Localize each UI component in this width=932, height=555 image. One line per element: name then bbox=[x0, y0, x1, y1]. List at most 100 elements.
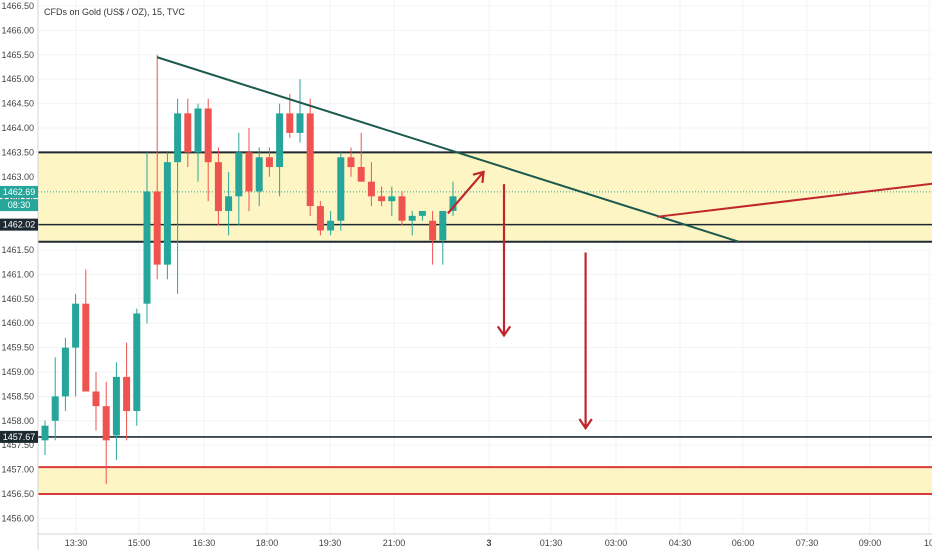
candle bbox=[92, 372, 100, 431]
candle bbox=[398, 191, 406, 226]
candle bbox=[41, 420, 49, 455]
x-tick-label: 15:00 bbox=[128, 538, 151, 548]
candle-body bbox=[184, 113, 192, 153]
x-tick-label: 21:00 bbox=[383, 538, 406, 548]
candle-body bbox=[204, 108, 212, 163]
candle bbox=[225, 171, 233, 236]
candle bbox=[276, 103, 284, 197]
candle bbox=[194, 103, 202, 182]
arrows bbox=[447, 170, 593, 431]
price-badge-bg bbox=[0, 199, 38, 212]
up-arrow bbox=[447, 170, 485, 215]
candle bbox=[133, 308, 141, 426]
candle-body bbox=[153, 191, 161, 265]
candle-body bbox=[378, 196, 386, 202]
candle-body bbox=[143, 191, 151, 304]
candle-body bbox=[316, 206, 324, 231]
candle bbox=[296, 79, 304, 143]
candle-body bbox=[82, 303, 90, 392]
down-arrow-1-head bbox=[496, 325, 512, 338]
candle bbox=[72, 293, 80, 397]
down-arrow-1 bbox=[496, 184, 512, 338]
y-axis-background bbox=[0, 0, 38, 550]
candle-body bbox=[418, 210, 426, 216]
x-tick-label: 06:00 bbox=[732, 538, 755, 548]
candle bbox=[123, 342, 131, 441]
price-badge-label: 1457.67 bbox=[3, 432, 36, 442]
y-tick-label: 1460.00 bbox=[1, 318, 34, 328]
price-badge: 1457.67 bbox=[0, 430, 38, 443]
candle-body bbox=[347, 157, 355, 168]
y-tick-label: 1457.50 bbox=[1, 440, 34, 450]
candle bbox=[378, 186, 386, 207]
candle bbox=[82, 269, 90, 392]
y-tick-label: 1459.00 bbox=[1, 367, 34, 377]
candle bbox=[337, 152, 345, 231]
candle bbox=[204, 98, 212, 202]
price-badge-bg bbox=[0, 218, 38, 231]
x-tick-label: 09:00 bbox=[859, 538, 882, 548]
x-tick-label: 3 bbox=[486, 538, 491, 548]
candle-body bbox=[123, 376, 131, 412]
candle-body bbox=[163, 162, 171, 265]
x-tick-label: 07:30 bbox=[796, 538, 819, 548]
y-tick-label: 1461.50 bbox=[1, 245, 34, 255]
price-badge-bg bbox=[0, 430, 38, 443]
candle-body bbox=[225, 196, 233, 211]
candle-body bbox=[357, 167, 365, 182]
price-badge: 1462.69 bbox=[0, 185, 38, 198]
y-tick-label: 1460.50 bbox=[1, 294, 34, 304]
candle bbox=[357, 132, 365, 182]
candle-body bbox=[398, 196, 406, 221]
candle-body bbox=[255, 157, 263, 192]
candle bbox=[286, 93, 294, 138]
x-tick-label: 03:00 bbox=[605, 538, 628, 548]
candle-body bbox=[194, 108, 202, 153]
candle bbox=[388, 186, 396, 216]
trendlines bbox=[156, 56, 932, 243]
candle-body bbox=[439, 210, 447, 241]
up-arrow-head bbox=[472, 170, 485, 183]
price-badge-label: 1462.02 bbox=[3, 220, 36, 230]
zones bbox=[38, 151, 932, 495]
candle-body bbox=[92, 391, 100, 407]
y-tick-label: 1458.00 bbox=[1, 416, 34, 426]
x-tick-label: 18:00 bbox=[256, 538, 279, 548]
x-tick-label: 01:30 bbox=[540, 538, 563, 548]
price-badge-label: 1462.69 bbox=[3, 187, 36, 197]
candle-body bbox=[449, 196, 457, 211]
down-arrow-2-head bbox=[578, 418, 593, 431]
down-arrow-2 bbox=[578, 252, 593, 431]
candle bbox=[51, 357, 59, 441]
candle-body bbox=[214, 162, 222, 211]
candle bbox=[347, 147, 355, 177]
candle bbox=[245, 128, 253, 211]
candle bbox=[235, 132, 243, 226]
candle-body bbox=[102, 406, 110, 441]
candle-body bbox=[174, 113, 182, 163]
levels bbox=[38, 191, 932, 438]
candle-body bbox=[245, 152, 253, 192]
candle bbox=[367, 162, 375, 207]
x-tick-label: 16:30 bbox=[193, 538, 216, 548]
candle-body bbox=[61, 347, 69, 397]
candle bbox=[327, 210, 335, 236]
candle bbox=[449, 181, 457, 216]
candle bbox=[439, 210, 447, 265]
y-tick-label: 1464.00 bbox=[1, 123, 34, 133]
candle-body bbox=[235, 152, 243, 197]
price-badge: 08:30 bbox=[0, 199, 38, 212]
candle-body bbox=[327, 220, 335, 231]
candle bbox=[316, 201, 324, 236]
y-tick-label: 1463.50 bbox=[1, 147, 34, 157]
candle bbox=[174, 98, 182, 294]
upper-zone bbox=[38, 152, 932, 242]
candle-body bbox=[429, 220, 437, 241]
price-badge-label: 08:30 bbox=[8, 200, 31, 210]
price-badge: 1462.02 bbox=[0, 218, 38, 231]
rising-line bbox=[656, 182, 932, 218]
candle bbox=[265, 147, 273, 177]
y-tick-label: 1465.50 bbox=[1, 50, 34, 60]
candle-body bbox=[112, 376, 120, 436]
candle bbox=[429, 210, 437, 265]
